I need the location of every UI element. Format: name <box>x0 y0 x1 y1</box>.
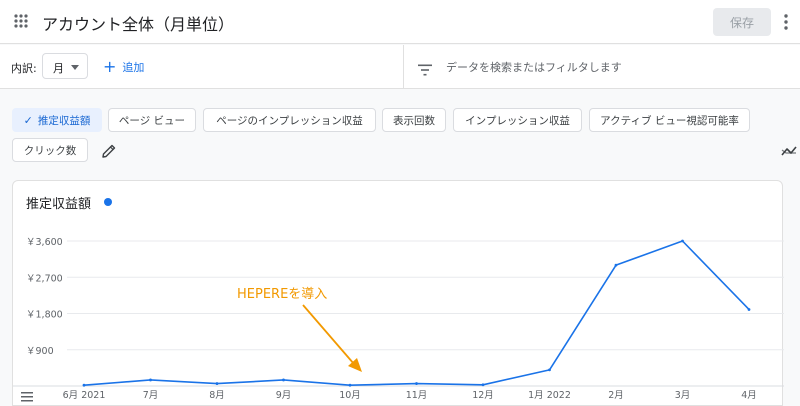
chip-label: ページ ビュー <box>118 114 186 127</box>
period-value: 月 <box>53 62 64 75</box>
chart-card: ￥900 ￥1,800 ￥2,700 ￥3,600 6月 2021 7月 8月 9月 10月 11… <box>12 180 784 406</box>
chip-label: 表示回数 <box>393 114 435 127</box>
x-tick-label: 3月 <box>675 390 691 401</box>
divider <box>403 45 404 89</box>
caret-down-icon <box>71 65 79 70</box>
check-icon: ✓ <box>23 113 33 127</box>
metric-chip-page-rpm[interactable]: ページのインプレッション収益 <box>203 108 376 132</box>
data-point <box>614 263 618 267</box>
line-chart: ￥900 ￥1,800 ￥2,700 ￥3,600 6月 2021 7月 8月 9月 10月 11… <box>13 237 784 401</box>
apps-grid-icon[interactable] <box>14 14 28 28</box>
save-button[interactable]: 保存 <box>713 8 771 36</box>
metric-chip-impression-rpm[interactable]: インプレッション収益 <box>453 108 582 132</box>
plus-icon: + <box>103 57 117 76</box>
y-tick-label: ￥2,700 <box>26 273 63 284</box>
more-vert-icon[interactable] <box>784 14 788 30</box>
x-tick-label: 11月 <box>406 390 428 401</box>
chip-label: ページのインプレッション収益 <box>216 114 363 127</box>
data-point <box>747 308 751 311</box>
data-point <box>681 239 684 243</box>
breakdown-row: 内訳: 月 + 追加 <box>0 45 800 89</box>
data-point <box>481 383 485 387</box>
top-bar: アカウント全体（月単位） 保存 <box>0 0 800 44</box>
breakdown-label: 内訳: <box>11 62 37 75</box>
filter-input[interactable] <box>446 58 776 76</box>
metric-chip-active-view[interactable]: アクティブ ビュー視認可能率 <box>589 108 750 132</box>
filter-icon[interactable] <box>418 61 432 76</box>
x-tick-label: 6月 2021 <box>63 390 106 401</box>
legend-toggle-icon[interactable] <box>21 387 33 402</box>
metric-chip-page-views[interactable]: ページ ビュー <box>108 108 196 132</box>
data-point <box>548 368 551 372</box>
page-title: アカウント全体（月単位） <box>42 15 235 34</box>
chip-label: 推定収益額 <box>37 114 91 127</box>
chart-title: 推定収益額 <box>26 197 92 212</box>
x-tick-label: 2月 <box>608 390 624 401</box>
x-tick-label: 7月 <box>143 390 159 401</box>
chip-label: クリック数 <box>23 144 77 157</box>
annotation-arrow <box>302 304 355 365</box>
metric-chip-impressions[interactable]: 表示回数 <box>382 108 446 132</box>
add-breakdown-button[interactable]: + 追加 <box>103 58 144 76</box>
x-tick-label: 8月 <box>209 390 225 401</box>
x-tick-label: 1月 2022 <box>528 390 571 401</box>
edit-pencil-icon[interactable] <box>102 143 116 158</box>
data-point <box>348 383 352 387</box>
x-tick-label: 10月 <box>339 390 361 401</box>
series-legend-dot[interactable] <box>104 198 112 206</box>
y-tick-label: ￥900 <box>26 346 54 357</box>
x-tick-label: 12月 <box>472 390 494 401</box>
period-select[interactable]: 月 <box>42 53 88 79</box>
add-label: 追加 <box>122 61 145 74</box>
y-tick-label: ￥1,800 <box>26 310 63 321</box>
x-tick-label: 4月 <box>741 390 757 401</box>
x-tick-label: 9月 <box>276 390 292 401</box>
annotation-arrowhead <box>348 358 362 372</box>
data-point <box>149 378 152 382</box>
chip-label: インプレッション収益 <box>465 114 570 127</box>
data-point <box>82 383 86 387</box>
annotation-label: HEPEREを導入 <box>237 287 327 302</box>
chip-label: アクティブ ビュー視認可能率 <box>600 114 739 127</box>
data-point <box>415 382 418 385</box>
data-point <box>282 378 285 382</box>
data-point <box>215 382 219 385</box>
metric-chip-clicks[interactable]: クリック数 <box>12 138 88 162</box>
metric-chip-estimated-revenue[interactable]: ✓ 推定収益額 <box>12 108 102 132</box>
trend-compare-icon[interactable] <box>781 143 797 157</box>
y-tick-label: ￥3,600 <box>26 237 63 248</box>
